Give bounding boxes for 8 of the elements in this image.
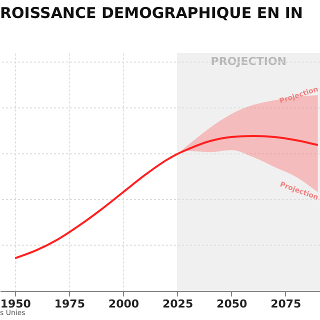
x-tick-label: 2075 xyxy=(270,298,302,310)
x-tick-label: 1950 xyxy=(0,298,32,310)
x-tick-label: 2000 xyxy=(108,298,140,310)
x-tick-label: 2025 xyxy=(162,298,194,310)
band-label: PROJECTION xyxy=(210,55,287,68)
chart-title: ROISSANCE DEMOGRAPHIQUE EN IN xyxy=(0,4,303,22)
x-tick-label: 1975 xyxy=(54,298,85,310)
x-tick-label: 2050 xyxy=(216,298,248,310)
